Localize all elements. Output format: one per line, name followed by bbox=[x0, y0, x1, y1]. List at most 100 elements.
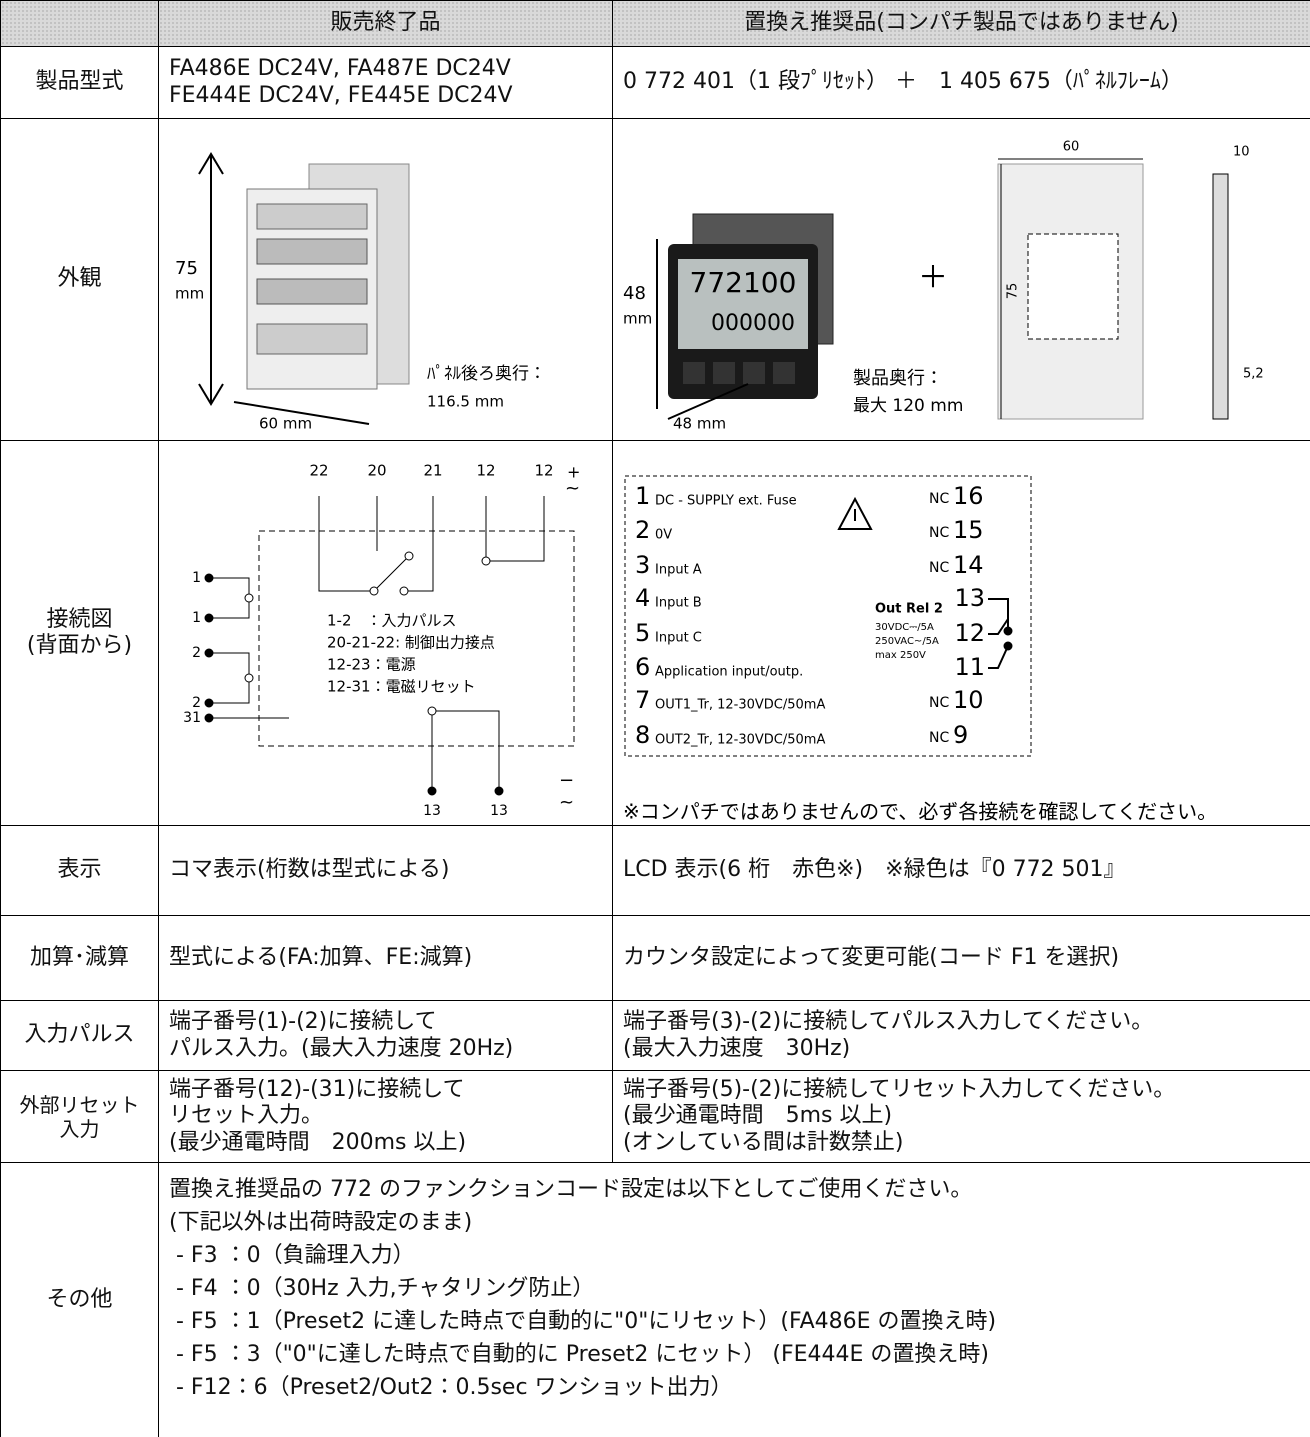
shape bbox=[1003, 626, 1013, 636]
terminal: 15 bbox=[953, 516, 984, 544]
terminal: 12 bbox=[954, 619, 985, 647]
text: 端子番号(12)-(31)に接続して bbox=[169, 1076, 465, 1102]
dim: 60 bbox=[1063, 140, 1080, 155]
cell: 0 772 401（1 段ﾌﾟﾘｾｯﾄ） ＋ 1 405 675（ﾊﾟﾈﾙﾌﾚｰ… bbox=[613, 47, 1310, 119]
label: 加算･減算 bbox=[29, 944, 129, 970]
text: 0 772 401（1 段ﾌﾟﾘｾｯﾄ） ＋ 1 405 675（ﾊﾟﾈﾙﾌﾚｰ… bbox=[623, 69, 1183, 95]
shape bbox=[494, 786, 504, 796]
note: ※コンパチではありませんので、必ず各接続を確認してください。 bbox=[623, 800, 1217, 824]
cell: カウンタ設定によって変更可能(コード F1 を選択) bbox=[613, 916, 1310, 1001]
nc: NC bbox=[929, 730, 949, 746]
dim: mm bbox=[175, 285, 204, 303]
terminal: 12 bbox=[476, 462, 495, 480]
shape bbox=[481, 556, 491, 566]
old-appearance: 75 mm 60 mm ﾊﾟﾈﾙ後ろ奥行： 116.5 mm bbox=[175, 152, 546, 433]
text-line: - F4 ：0（30Hz 入力,チャタリング防止） bbox=[169, 1276, 595, 1301]
symbol: ~ bbox=[559, 792, 574, 813]
terminal: 1 bbox=[192, 570, 201, 586]
terminal-label: Application input/outp. bbox=[655, 665, 803, 680]
text: LCD 表示(6 桁 赤色※) ※緑色は『0 772 501』 bbox=[623, 857, 1126, 883]
nc: NC bbox=[929, 525, 949, 541]
shape bbox=[209, 652, 250, 704]
dim: mm bbox=[623, 310, 652, 328]
lcd: 000000 bbox=[711, 311, 795, 336]
terminal: 13 bbox=[423, 803, 441, 819]
cell: 772100 000000 48 mm 48 mm 製品奥行： 最大 120 m… bbox=[613, 119, 1310, 441]
terminal: 3 bbox=[635, 551, 650, 579]
text: (最少通電時間 200ms 以上) bbox=[169, 1129, 467, 1155]
terminal-label: OUT1_Tr, 12-30VDC/50mA bbox=[655, 698, 825, 713]
nc: NC bbox=[929, 560, 949, 576]
shape bbox=[209, 577, 250, 619]
shape bbox=[743, 362, 765, 384]
row-label: 外観 bbox=[1, 119, 159, 441]
text-line: - F5 ：1（Preset2 に達した時点で自動的に"0"にリセット）(FA4… bbox=[169, 1309, 997, 1334]
shape bbox=[624, 475, 1032, 757]
label: 表示 bbox=[57, 857, 102, 883]
shape bbox=[404, 551, 414, 561]
shape bbox=[773, 362, 795, 384]
plus: ＋ bbox=[918, 261, 948, 296]
text-line: 置換え推奨品の 772 のファンクションコード設定は以下としてご使用ください。 bbox=[169, 1177, 973, 1202]
shape bbox=[204, 573, 214, 583]
shape bbox=[988, 598, 1009, 631]
dim: 48 mm bbox=[673, 415, 726, 433]
terminal: 13 bbox=[954, 584, 985, 612]
terminal: 4 bbox=[635, 584, 650, 612]
shape bbox=[427, 706, 437, 716]
terminal-label: 0V bbox=[655, 528, 672, 543]
cell: 端子番号(1)-(2)に接続して パルス入力。(最大入力速度 20Hz) bbox=[159, 1001, 613, 1071]
terminal: 2 bbox=[192, 695, 201, 711]
shape bbox=[258, 530, 575, 747]
label: 製品型式 bbox=[35, 69, 124, 95]
terminal: 10 bbox=[953, 686, 984, 714]
label: (背面から) bbox=[26, 633, 133, 658]
row-label: 表示 bbox=[1, 826, 159, 916]
shape bbox=[404, 496, 434, 592]
text: カウンタ設定によって変更可能(コード F1 を選択) bbox=[623, 944, 1120, 970]
header-cell: 販売終了品 bbox=[159, 1, 613, 47]
dim: 48 bbox=[623, 283, 646, 304]
shape bbox=[1212, 173, 1229, 420]
label: 接続図 bbox=[46, 606, 113, 632]
terminal-label: DC - SUPPLY ext. Fuse bbox=[655, 494, 797, 509]
terminal: 20 bbox=[367, 462, 386, 480]
terminal: 2 bbox=[192, 645, 201, 661]
label: 外観 bbox=[57, 266, 102, 292]
text-line: (下記以外は出荷時設定のまま) bbox=[169, 1210, 473, 1235]
legend: 12-31：電磁リセット bbox=[327, 678, 476, 696]
terminal: 1 bbox=[192, 610, 201, 626]
dim: 5,2 bbox=[1243, 367, 1264, 382]
legend: 1-2 ：入力パルス bbox=[327, 612, 457, 630]
shape bbox=[244, 673, 254, 683]
shape bbox=[369, 586, 379, 596]
text: コマ表示(桁数は型式による) bbox=[169, 857, 450, 883]
terminal: 22 bbox=[309, 462, 328, 480]
text-line: - F12：6（Preset2/Out2：0.5sec ワンショット出力） bbox=[169, 1375, 733, 1400]
dim: 10 bbox=[1233, 145, 1250, 160]
terminal-label: Input C bbox=[655, 631, 702, 646]
legend: 12-23：電源 bbox=[327, 656, 416, 674]
row-label: 接続図 (背面から) bbox=[1, 441, 159, 826]
terminal: 11 bbox=[954, 653, 985, 681]
text: リセット入力。 bbox=[169, 1103, 324, 1129]
shape bbox=[678, 259, 808, 349]
cell: LCD 表示(6 桁 赤色※) ※緑色は『0 772 501』 bbox=[613, 826, 1310, 916]
shape bbox=[244, 593, 254, 603]
shape bbox=[683, 362, 705, 384]
shape bbox=[204, 613, 214, 623]
shape bbox=[427, 786, 437, 796]
lcd: 772100 bbox=[690, 266, 797, 299]
row-label: 外部リセット 入力 bbox=[1, 1071, 159, 1163]
cell: 端子番号(12)-(31)に接続して リセット入力。 (最少通電時間 200ms 以… bbox=[159, 1071, 613, 1163]
cell: 端子番号(3)-(2)に接続してパルス入力してください。 (最大入力速度 30Hz… bbox=[613, 1001, 1310, 1071]
cell: 置換え推奨品の 772 のファンクションコード設定は以下としてご使用ください。 (… bbox=[159, 1163, 1310, 1437]
terminal-label: Input B bbox=[655, 596, 702, 611]
shape bbox=[988, 645, 1009, 669]
terminal: 2 bbox=[635, 516, 650, 544]
shape bbox=[667, 383, 749, 420]
shape bbox=[431, 710, 500, 791]
